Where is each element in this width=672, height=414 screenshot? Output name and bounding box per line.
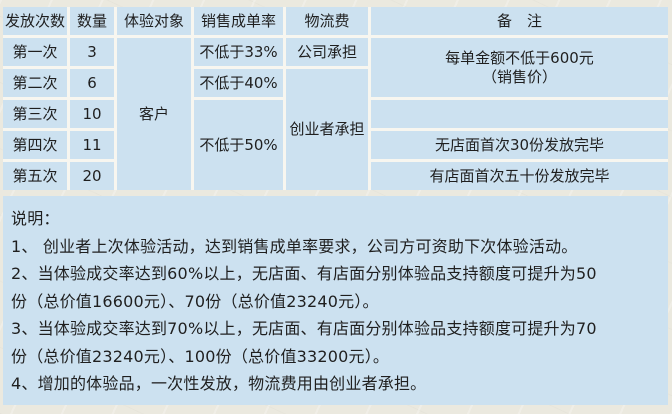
cell-qty-2: 6	[70, 69, 114, 97]
note-line-4: 4、增加的体验品，一次性发放，物流费用由创业者承担。	[11, 374, 427, 393]
cell-remark-3-empty	[371, 100, 668, 128]
note-line-2-cont: 份（总价值16600元）、70份（总价值23240元）。	[11, 291, 379, 311]
header-remark: 备 注	[371, 7, 668, 35]
note-line-3-cont: 份（总价值23240元）、100份（总价值33200元）。	[11, 346, 390, 366]
cell-rate-3-4-5: 不低于50%	[194, 100, 283, 190]
cell-round-4: 第四次	[3, 131, 67, 159]
cell-rate-1: 不低于33%	[194, 38, 283, 66]
note-line-2: 2、当体验成交率达到60%以上，无店面、有店面分别体验品支持额度可提升为50	[11, 264, 597, 283]
cell-round-3: 第三次	[3, 100, 67, 128]
cell-logistics-2-5: 创业者承担	[286, 69, 368, 190]
cell-remark-4: 无店面首次30份发放完毕	[371, 131, 668, 159]
cell-qty-4: 11	[70, 131, 114, 159]
note-line-1: 1、 创业者上次体验活动，达到销售成单率要求，公司方可资助下次体验活动。	[11, 236, 578, 256]
note-line-3: 3、当体验成交率达到70%以上，无店面、有店面分别体验品支持额度可提升为70	[11, 319, 597, 338]
cell-remark-1-2: 每单金额不低于600元 （销售价）	[371, 38, 668, 97]
cell-logistics-1: 公司承担	[286, 38, 368, 66]
cell-qty-3: 10	[70, 100, 114, 128]
cell-round-1: 第一次	[3, 38, 67, 66]
header-quantity: 数量	[70, 7, 114, 35]
cell-target-merged: 客户	[117, 38, 191, 190]
cell-qty-5: 20	[70, 162, 114, 190]
header-logistics: 物流费	[286, 7, 368, 35]
cell-rate-2: 不低于40%	[194, 69, 283, 97]
cell-round-5: 第五次	[3, 162, 67, 190]
remark-line-saleprice: （销售价）	[481, 67, 557, 86]
cell-round-2: 第二次	[3, 69, 67, 97]
remark-line-amount: 每单金额不低于600元	[445, 48, 594, 67]
cell-qty-1: 3	[70, 38, 114, 66]
cell-remark-5: 有店面首次五十份发放完毕	[371, 162, 668, 190]
header-target: 体验对象	[117, 7, 191, 35]
benefit-table: 发放次数 数量 体验对象 销售成单率 物流费 备 注 第一次 第二次 第三次 第…	[3, 7, 668, 190]
notes-title: 说明：	[11, 209, 60, 228]
header-round: 发放次数	[3, 7, 67, 35]
header-rate: 销售成单率	[194, 7, 283, 35]
notes-box: 说明： 1、 创业者上次体验活动，达到销售成单率要求，公司方可资助下次体验活动。…	[3, 196, 668, 405]
